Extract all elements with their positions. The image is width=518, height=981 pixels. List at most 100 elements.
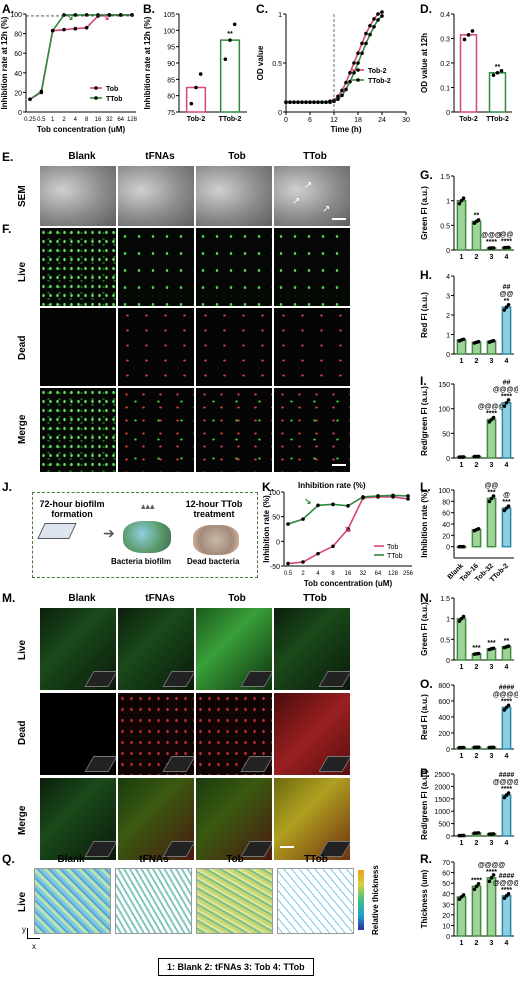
panel-label-N: N.	[420, 591, 432, 605]
m-column-header-blank: Blank	[68, 593, 96, 604]
axis-corner	[27, 928, 40, 939]
significance-label: ****	[501, 887, 512, 894]
bar	[501, 794, 512, 837]
significance-label: @@	[500, 291, 514, 298]
bar	[488, 72, 507, 113]
significance-label: @@@@	[493, 880, 518, 887]
data-point	[406, 494, 410, 498]
row-label-dead: Dead	[17, 335, 28, 360]
data-point	[506, 644, 511, 648]
y-tick-label: 0.3	[440, 37, 450, 44]
data-point	[356, 51, 360, 55]
significance-label: ***	[472, 645, 480, 652]
x-tick-label: TTob-2	[219, 116, 242, 123]
m-column-header-ttob: TTob	[303, 593, 327, 604]
y-tick-label: -50	[270, 564, 280, 571]
y-tick-label: 0.5	[272, 61, 282, 68]
panel-label-D: D.	[420, 2, 432, 16]
data-point	[316, 100, 320, 104]
x-tick-label: 16	[345, 571, 352, 577]
data-point	[296, 100, 300, 104]
dead-label: Dead bacteria	[187, 557, 240, 566]
panel-label-F: F.	[2, 222, 12, 236]
x-axis-label: Tob concentration (uM)	[37, 125, 126, 134]
sem-image-tfnas	[118, 166, 194, 226]
x-tick-label: 2	[475, 462, 479, 469]
legend-marker	[356, 78, 360, 82]
q-row-label-live: Live	[17, 891, 28, 912]
m-column-header-tob: Tob	[228, 593, 246, 604]
significance-label: @@	[485, 483, 499, 490]
data-point	[364, 41, 368, 46]
bar	[501, 401, 512, 459]
x-tick-label: 12	[330, 117, 338, 124]
m-live-ttob	[274, 608, 350, 690]
data-point	[223, 57, 228, 61]
legend-label: TTob	[106, 96, 123, 103]
data-point	[476, 651, 481, 656]
y-tick-label: 20	[442, 913, 450, 920]
step1-label: 72-hour biofilm formation	[39, 499, 105, 519]
m-merge-ttob	[274, 778, 350, 860]
biofilm-icon	[123, 521, 171, 553]
data-point	[461, 544, 466, 549]
chart-G-green-fi: 0 0.5 1 1.5 Green FI (a.u.) 1 2 ** 3 @@@**** 4 @@**…	[420, 174, 514, 261]
data-point	[506, 398, 511, 402]
x-tick-label: 64	[117, 117, 124, 123]
x-tick-label: 1	[460, 664, 464, 671]
y-axis-label: Inhibition rate at 12h (%)	[0, 16, 9, 109]
y-tick-label: 1	[446, 617, 450, 624]
y-tick-label: 1.5	[440, 596, 450, 603]
chart-H-red-fi: 0 1 2 3 4 Red FI (a.u.) 1 2 3 4 ##@@**	[420, 274, 514, 365]
y-axis-label: Red/green FI (a.u.)	[420, 386, 429, 456]
data-point	[340, 88, 344, 93]
colorbar-label: Relative thickness	[371, 865, 380, 935]
3d-inset	[84, 671, 116, 687]
data-point	[344, 80, 348, 85]
legend-label: TTob-2	[368, 78, 391, 85]
data-point	[312, 100, 316, 104]
y-tick-label: 100	[268, 490, 280, 497]
x-tick-label: 3	[490, 358, 494, 365]
significance-label: **	[474, 212, 480, 219]
data-point	[288, 100, 292, 104]
data-point	[352, 71, 356, 75]
significance-label: @@@	[481, 232, 502, 239]
bar	[219, 39, 241, 113]
data-point	[459, 198, 464, 203]
thickness-map-ttob	[277, 868, 354, 934]
data-point	[364, 31, 368, 36]
data-point	[506, 245, 511, 250]
significance-label: ****	[501, 698, 512, 705]
significance-label: ####	[499, 684, 515, 691]
legend-label: Tob	[387, 544, 398, 551]
legend-label: TTob	[387, 553, 403, 560]
x-tick-label: 3	[490, 840, 494, 847]
data-point	[502, 896, 507, 901]
panel-label-I: I.	[420, 374, 427, 388]
y-tick-label: 50	[442, 431, 450, 438]
m-merge-tob	[196, 778, 272, 860]
3d-inset	[162, 671, 194, 687]
data-point	[348, 79, 352, 84]
plate-icon	[37, 523, 77, 539]
y-tick-label: 70	[442, 860, 450, 867]
y-tick-label: 0.4	[440, 12, 450, 19]
y-tick-label: 1	[446, 333, 450, 340]
m-row-label-merge: Merge	[17, 805, 28, 835]
data-point	[491, 246, 496, 250]
column-header-tob: Tob	[228, 151, 246, 162]
m-column-header-tfnas: tFNAs	[145, 593, 175, 604]
x-tick-label: 3	[490, 753, 494, 760]
data-point	[316, 503, 320, 508]
y-tick-label: 1	[446, 199, 450, 206]
data-point	[361, 495, 365, 499]
panel-label-H: H.	[420, 268, 432, 282]
colorbar	[358, 870, 364, 930]
x-tick-label: 30	[402, 117, 410, 124]
data-point	[502, 795, 507, 800]
row-label-sem: SEM	[17, 185, 28, 207]
m-dead-ttob	[274, 693, 350, 775]
chart-O-red-fi: 0 200 400 600 800 Red FI (a.u.) 1 2 3 4 ####@@@@**…	[420, 683, 518, 760]
3d-inset	[318, 671, 350, 687]
